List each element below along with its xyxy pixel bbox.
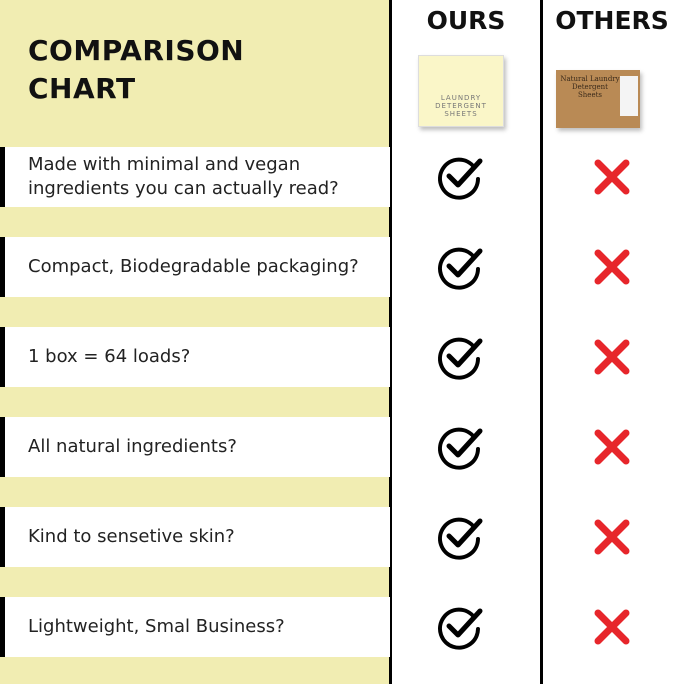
- column-header: OURS: [426, 6, 506, 35]
- cross-icon: [594, 159, 630, 195]
- cross-mark: [594, 339, 630, 375]
- row: All natural ingredients?: [0, 417, 390, 477]
- row-text: Lightweight, Smal Business?: [28, 616, 285, 637]
- check-mark: [446, 428, 483, 458]
- row-marker: [0, 327, 5, 387]
- check-icon: [438, 247, 483, 290]
- check-mark: [446, 608, 483, 638]
- ours-product: LAUNDRY DETERGENT SHEETS: [418, 55, 504, 127]
- cross-mark: [594, 429, 630, 465]
- check-mark: [446, 518, 483, 548]
- row: Compact, Biodegradable packaging?: [0, 237, 390, 297]
- row: Made with minimal and vegan ingredients …: [0, 147, 390, 207]
- cross-icon: [594, 249, 630, 285]
- row-marker: [0, 507, 5, 567]
- row-marker: [0, 237, 5, 297]
- sheet: [620, 76, 638, 116]
- row-marker: [0, 417, 5, 477]
- row-text: Compact, Biodegradable packaging?: [28, 256, 359, 277]
- check-icon: [438, 607, 483, 650]
- cross-mark: [594, 519, 630, 555]
- row-text: Made with minimal and vegan ingredients …: [28, 154, 339, 199]
- row: Lightweight, Smal Business?: [0, 597, 390, 657]
- check-mark: [446, 248, 483, 278]
- check-circle: [438, 427, 480, 470]
- check-icon: [438, 337, 483, 380]
- cross-mark: [594, 249, 630, 285]
- column-header: OTHERS: [555, 6, 669, 35]
- check-mark: [446, 158, 483, 188]
- check-mark: [446, 338, 483, 368]
- check-icon: [438, 427, 483, 470]
- divider: [389, 0, 392, 684]
- check-circle: [438, 337, 480, 380]
- check-icon: [438, 157, 483, 200]
- title: COMPARISON CHART: [28, 34, 245, 105]
- row: Kind to sensetive skin?: [0, 507, 390, 567]
- row-text: Kind to sensetive skin?: [28, 526, 235, 547]
- check-circle: [438, 607, 480, 650]
- row: 1 box = 64 loads?: [0, 327, 390, 387]
- check-circle: [438, 157, 480, 200]
- check-circle: [438, 517, 480, 560]
- divider: [540, 0, 543, 684]
- cross-mark: [594, 159, 630, 195]
- row-text: All natural ingredients?: [28, 436, 237, 457]
- check-circle: [438, 247, 480, 290]
- cross-icon: [594, 519, 630, 555]
- cross-icon: [594, 429, 630, 465]
- row-marker: [0, 147, 5, 207]
- row-text: 1 box = 64 loads?: [28, 346, 191, 367]
- cross-icon: [594, 339, 630, 375]
- check-icon: [438, 517, 483, 560]
- cross-icon: [594, 609, 630, 645]
- row-marker: [0, 597, 5, 657]
- cross-mark: [594, 609, 630, 645]
